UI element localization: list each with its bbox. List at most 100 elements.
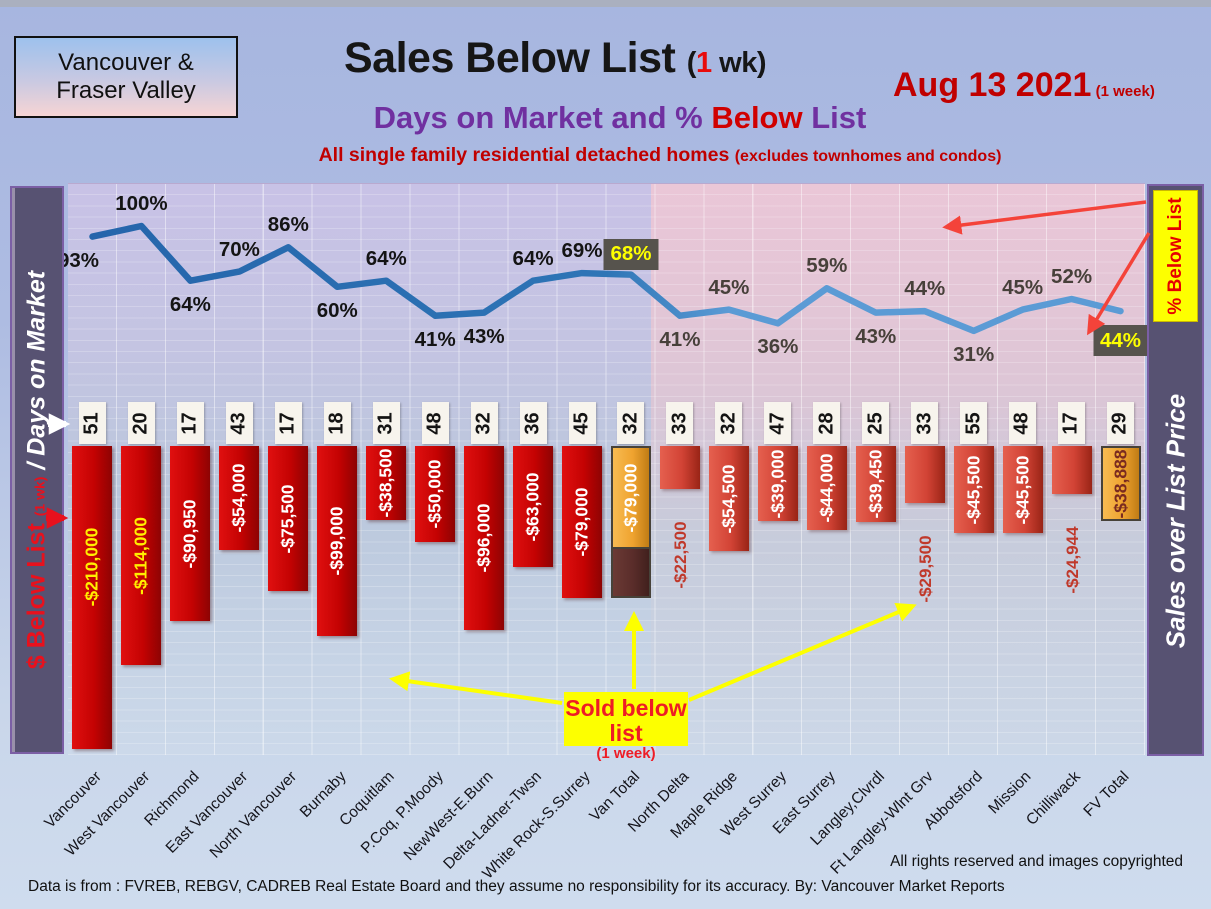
days-on-market-label: 17 [274,402,302,444]
days-on-market-label: 36 [519,402,547,444]
pct-below-list-line [89,222,1124,335]
pct-below-list-highlight: 44% [1093,325,1149,357]
dollar-below-list-bar [1100,446,1141,521]
title-red-one: 1 [695,47,712,79]
pct-below-list-label: 43% [463,324,505,348]
bar-value-label: -$45,500 [963,454,984,525]
report-date-suffix: (1 week) [1091,83,1155,100]
days-on-market-label: 32 [470,402,498,444]
page-subtitle: Days on Market and % Below List [373,100,867,135]
days-on-market-label: 31 [372,402,400,444]
days-on-market-label: 17 [1058,402,1086,444]
days-on-market-label: 32 [617,402,645,444]
days-on-market-label: 45 [568,402,596,444]
sold-below-list-text: Sold below list [565,695,687,746]
dollar-below-list-bar [1002,446,1043,533]
report-date: Aug 13 2021 (1 week) [893,66,1155,104]
bar-value-label: -$45,500 [1012,454,1033,525]
pct-below-list-label: 86% [267,213,309,237]
days-on-market-label: 33 [911,402,939,444]
category-label: FV Total [1080,768,1133,821]
bar-value-label: -$54,500 [718,463,739,534]
days-on-market-label: 32 [715,402,743,444]
days-on-market-label: 20 [127,402,155,444]
pct-below-list-label: 44% [904,277,946,301]
pct-below-list-label: 36% [757,335,799,359]
dollar-below-list-bar [855,446,896,522]
days-on-market-label: 48 [1009,402,1037,444]
pct-below-list-label: 41% [659,327,701,351]
pct-below-list-label: 100% [115,192,168,215]
pct-below-list-label: 60% [316,298,358,322]
bar-value-label: -$79,000 [571,487,592,557]
dollar-below-list-bar [317,446,358,636]
pct-below-list-label: 64% [512,246,554,270]
pct-below-list-label: 45% [708,275,750,299]
dollar-below-list-bar [562,446,603,598]
pct-below-list-label: 64% [365,246,407,270]
dollar-below-list-bar [464,446,505,630]
pct-below-list-label: 59% [806,254,848,278]
days-on-market-label: 51 [78,402,106,444]
dollar-below-list-bar [121,446,162,665]
dollar-below-list-bar [219,446,260,550]
days-on-market-label: 18 [323,402,351,444]
bar-value-label: -$210,000 [81,527,102,607]
days-on-market-label: 33 [666,402,694,444]
dollar-below-list-bar [757,446,798,521]
bar-value-label: -$22,500 [670,521,690,589]
dollar-below-list-bar [610,446,651,549]
bar-value-label: -$38,888 [1110,448,1131,519]
bar-value-label: -$29,500 [915,535,935,603]
dollar-below-list-bar [170,446,211,621]
bar-value-label: -$44,000 [816,453,837,523]
dollar-below-list-bar [268,446,309,591]
prior-period-bar-extension [610,549,651,598]
dollar-below-list-bar [953,446,994,533]
pct-below-list-highlight: 68% [603,238,659,270]
pct-below-list-label: 41% [414,327,456,351]
bar-value-label: -$99,000 [326,506,347,576]
plot-area: 51 -$210,000 93% 20 -$114,000 100% 17 -$90,950 6… [58,183,1149,755]
rights-note: All rights reserved and images copyright… [890,853,1183,870]
sold-below-list-callout: Sold below list (1 week) [564,692,688,761]
days-on-market-label: 17 [176,402,204,444]
pct-below-list-label: 69% [561,239,603,263]
pct-below-list-legend: % Below List [1153,190,1198,322]
left-axis-bar: $ Below List (1 wk) / Days on Market [10,186,64,754]
bar-value-label: -$50,000 [424,459,445,529]
days-on-market-label: 48 [421,402,449,444]
bar-value-label: -$114,000 [130,516,151,595]
bar-value-label: -$24,944 [1062,526,1082,594]
days-on-market-label: 47 [764,402,792,444]
days-on-market-label: 55 [960,402,988,444]
region-line1: Vancouver & [58,49,194,76]
right-axis-label: Sales over List Price [1160,393,1190,649]
region-line2: Fraser Valley [56,77,196,104]
dollar-below-list-bar [904,446,945,503]
left-axis-label: $ Below List (1 wk) / Days on Market [22,270,51,670]
columns-layer: 51 -$210,000 93% 20 -$114,000 100% 17 -$90,950 6… [58,184,1149,755]
pct-below-list-label: 31% [953,342,995,366]
dollar-below-list-bar [366,446,407,520]
bar-value-label: -$96,000 [473,503,494,573]
pct-below-list-label: 45% [1002,275,1044,299]
dollar-below-list-bar [72,446,113,749]
dollar-below-list-bar [806,446,847,530]
bar-value-label: -$38,500 [375,448,396,518]
pct-below-list-label: 64% [169,292,211,316]
bar-value-label: -$63,000 [522,471,543,542]
pct-below-list-label: 93% [57,248,99,272]
pct-below-list-label: 52% [1051,264,1093,288]
days-on-market-label: 28 [813,402,841,444]
dollar-below-list-bar [415,446,456,542]
page-tagline: All single family residential detached h… [318,144,1002,166]
bar-value-label: -$54,000 [228,463,249,533]
days-on-market-label: 29 [1107,402,1135,444]
bar-value-label: -$79,000 [620,462,641,533]
pct-below-list-label: 70% [218,237,260,261]
right-axis-bar: % Below List Sales over List Price [1147,184,1204,756]
source-note: Data is from : FVREB, REBGV, CADREB Real… [28,878,1005,895]
sold-below-list-subtext: (1 week) [596,744,656,762]
dollar-below-list-bar [1051,446,1092,494]
